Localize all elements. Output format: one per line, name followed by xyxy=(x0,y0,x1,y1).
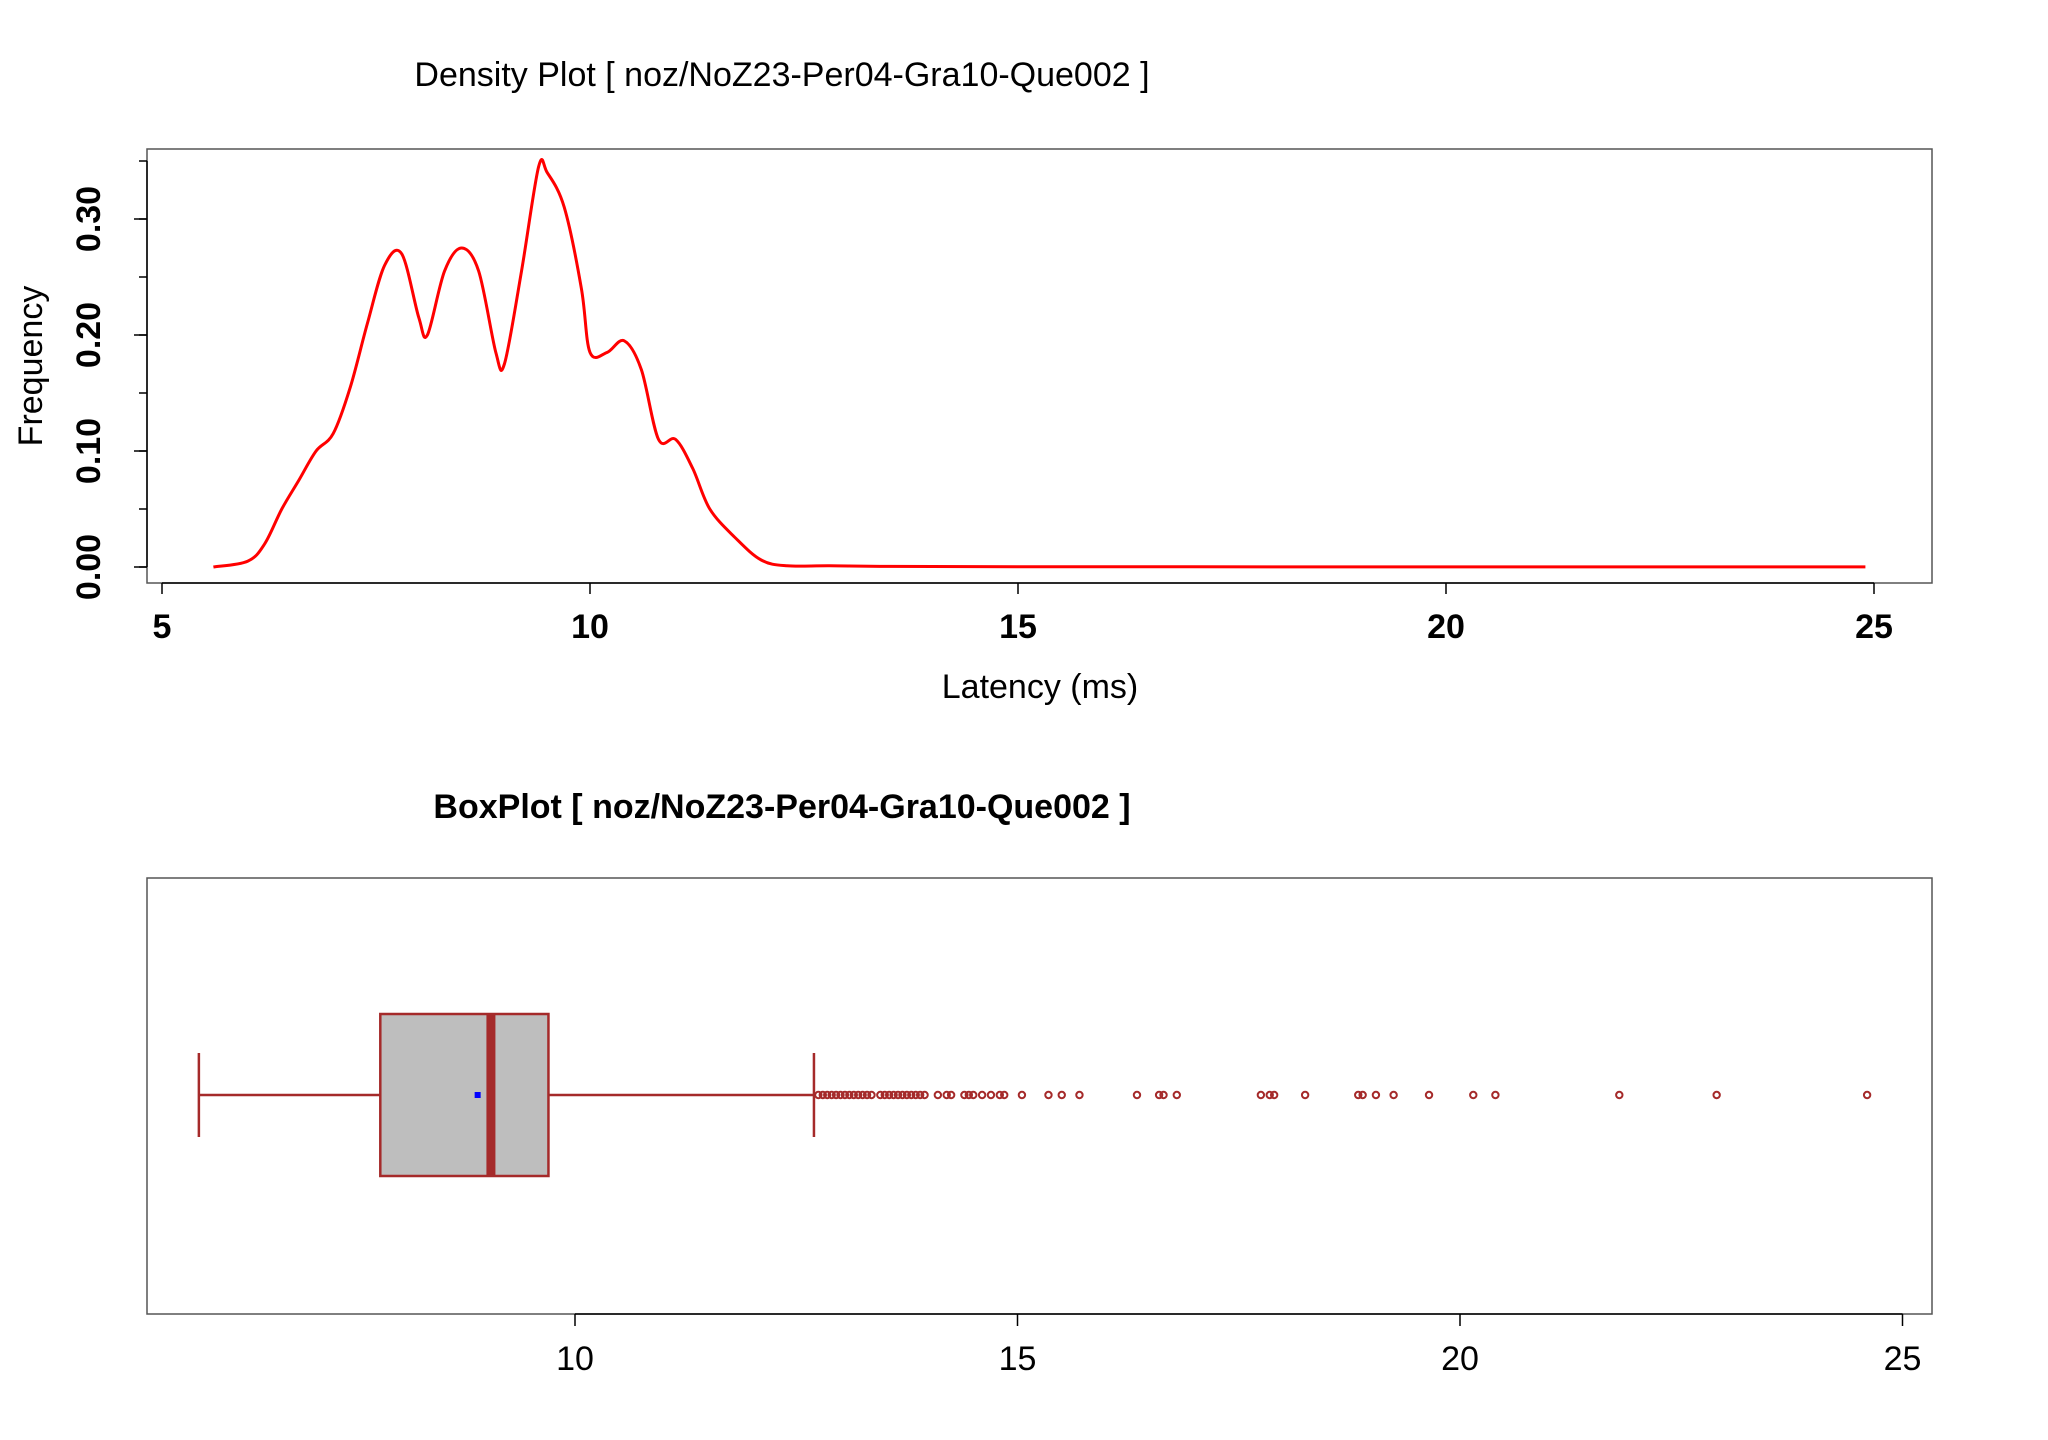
outlier-point xyxy=(876,1090,885,1100)
outlier-point xyxy=(867,1090,876,1100)
density-plot-frame xyxy=(146,148,1933,584)
interquartile-box xyxy=(379,1012,550,1178)
outlier-point xyxy=(911,1090,920,1100)
outlier-point xyxy=(1424,1090,1434,1100)
outlier-point xyxy=(1256,1090,1266,1100)
outlier-point xyxy=(1057,1090,1066,1100)
outlier-point xyxy=(907,1090,916,1100)
density-x-axis: 5 10 15 20 25 xyxy=(153,582,1893,646)
outlier-point xyxy=(960,1090,969,1100)
outlier-point xyxy=(995,1090,1004,1100)
outlier-point xyxy=(1172,1090,1182,1100)
density-y-axis: 0.00 0.10 0.20 0.30 xyxy=(70,160,148,600)
box-x-tick-label: 15 xyxy=(999,1340,1037,1378)
outlier-point xyxy=(1358,1090,1367,1100)
outlier-point xyxy=(827,1090,836,1100)
density-plot-title: Density Plot [ noz/NoZ23-Per04-Gra10-Que… xyxy=(414,56,1149,94)
outlier-point xyxy=(818,1090,827,1100)
density-y-tick-label: 0.10 xyxy=(70,418,108,484)
outlier-point xyxy=(1044,1090,1053,1100)
outlier-point xyxy=(862,1090,872,1100)
outlier-point xyxy=(1862,1090,1872,1100)
outlier-point xyxy=(1154,1090,1164,1100)
outlier-point xyxy=(898,1090,907,1100)
density-y-tick-label: 0.00 xyxy=(70,534,108,600)
outlier-point xyxy=(964,1090,974,1100)
outlier-point xyxy=(1132,1090,1142,1100)
outlier-point xyxy=(880,1090,889,1100)
outlier-point xyxy=(1615,1090,1624,1100)
outlier-point xyxy=(840,1090,850,1100)
outlier-point xyxy=(1265,1090,1274,1100)
box-x-tick-label: 20 xyxy=(1441,1340,1479,1378)
outlier-point xyxy=(1389,1090,1398,1100)
outlier-point xyxy=(854,1090,863,1100)
outlier-point xyxy=(986,1090,996,1100)
outlier-point xyxy=(858,1090,867,1100)
outlier-point xyxy=(1354,1090,1363,1100)
outlier-point xyxy=(893,1090,903,1100)
outlier-point xyxy=(942,1090,951,1100)
outlier-point xyxy=(1159,1090,1168,1100)
density-x-tick-label: 5 xyxy=(153,608,172,646)
density-x-tick-label: 10 xyxy=(571,608,609,646)
density-x-tick-label: 20 xyxy=(1427,608,1465,646)
outlier-point xyxy=(902,1090,912,1100)
outlier-point xyxy=(889,1090,898,1100)
outlier-point xyxy=(823,1090,832,1100)
box-plot-elements xyxy=(197,1012,1872,1178)
outlier-point xyxy=(831,1090,841,1100)
outlier-point xyxy=(933,1090,943,1100)
box-x-tick-label: 25 xyxy=(1884,1340,1922,1378)
outlier-point xyxy=(1017,1090,1027,1100)
outlier-point xyxy=(1712,1090,1721,1100)
density-y-tick-label: 0.20 xyxy=(70,302,108,368)
outlier-point xyxy=(845,1090,854,1100)
outlier-point xyxy=(1000,1090,1009,1100)
box-plot-title: BoxPlot [ noz/NoZ23-Per04-Gra10-Que002 ] xyxy=(433,788,1130,826)
outlier-point xyxy=(915,1090,925,1100)
box-plot-panel: BoxPlot [ noz/NoZ23-Per04-Gra10-Que002 ]… xyxy=(146,788,1933,1378)
outlier-point xyxy=(884,1090,894,1100)
outlier-point xyxy=(1491,1090,1500,1100)
density-x-axis-label: Latency (ms) xyxy=(942,668,1139,706)
density-x-tick-label: 15 xyxy=(999,608,1037,646)
box-x-tick-label: 10 xyxy=(556,1340,594,1378)
density-curve xyxy=(213,158,1866,569)
outlier-point xyxy=(1371,1090,1381,1100)
box-x-axis: 10 15 20 25 xyxy=(556,1313,1922,1378)
outlier-point xyxy=(1269,1090,1279,1100)
outlier-point xyxy=(1469,1090,1478,1100)
outlier-point xyxy=(814,1090,823,1100)
outlier-point xyxy=(920,1090,929,1100)
outlier-point xyxy=(1300,1090,1310,1100)
density-y-tick-label: 0.30 xyxy=(70,186,108,252)
outlier-point xyxy=(1075,1090,1084,1100)
outlier-point xyxy=(969,1090,978,1100)
density-x-tick-label: 25 xyxy=(1855,608,1893,646)
outlier-point xyxy=(946,1090,956,1100)
density-plot-panel: Density Plot [ noz/NoZ23-Per04-Gra10-Que… xyxy=(12,56,1933,706)
outlier-point xyxy=(836,1090,845,1100)
density-y-axis-label: Frequency xyxy=(12,286,50,447)
outlier-point xyxy=(849,1090,858,1100)
mean-marker xyxy=(474,1092,481,1098)
outlier-point xyxy=(977,1090,987,1100)
